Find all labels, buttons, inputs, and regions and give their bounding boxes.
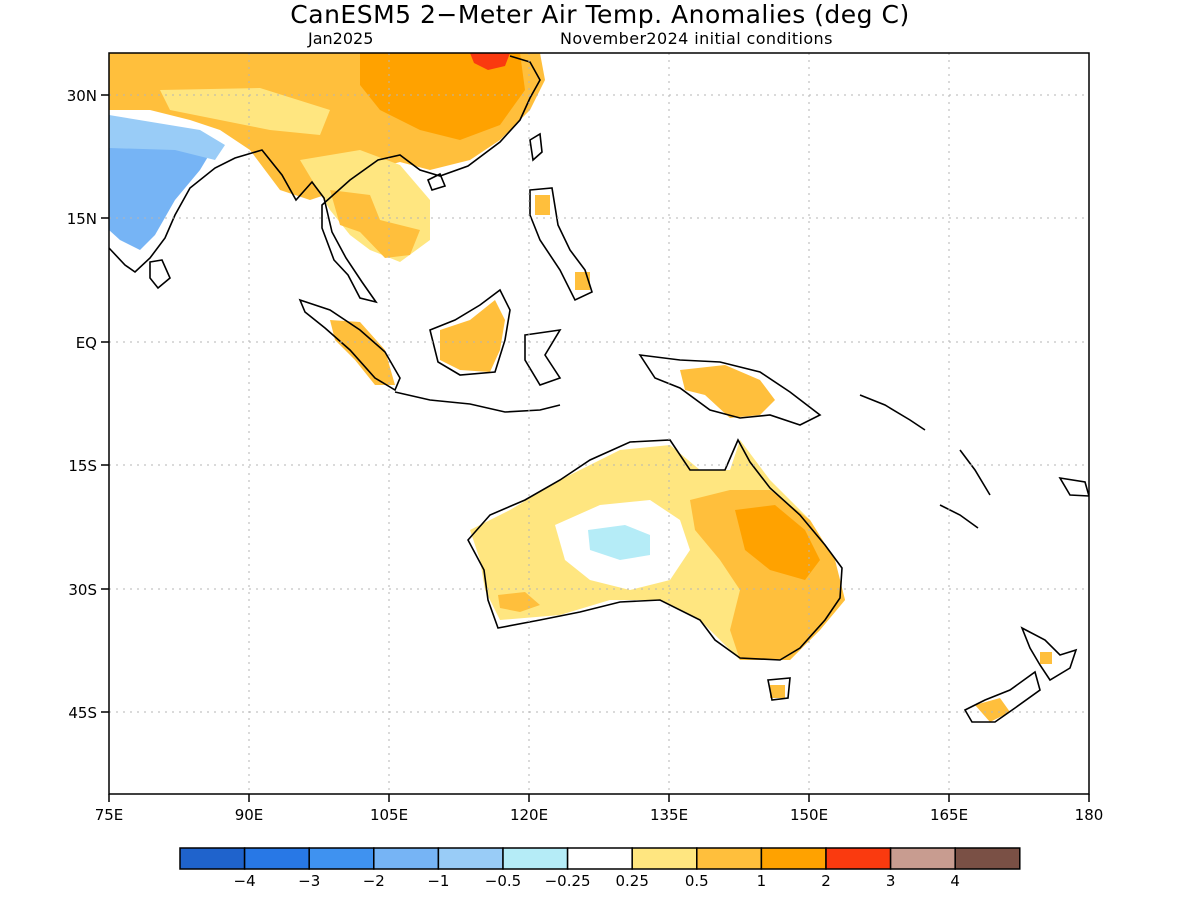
anomaly-indochina-warm — [330, 190, 420, 258]
anomaly-tasmania — [770, 685, 785, 698]
coast-new-guinea — [638, 353, 822, 426]
anomaly-philippines — [535, 195, 550, 215]
lon-tick-label: 180 — [1075, 806, 1104, 824]
colorbar-swatch — [437, 847, 504, 870]
lon-tick-label: 165E — [930, 806, 968, 824]
anomaly-china-hotspot — [470, 53, 510, 70]
colorbar: −4 −3 −2 −1 −0.5 −0.25 0.25 0.5 1 2 3 4 — [179, 847, 1021, 890]
coast-tasmania — [767, 677, 791, 701]
coast-borneo — [429, 288, 511, 376]
anomaly-australia-east-core — [735, 505, 820, 580]
colorbar-swatch — [889, 847, 956, 870]
lon-tick-label: 150E — [790, 806, 828, 824]
colorbar-label: −2 — [363, 872, 385, 890]
colorbar-swatch — [566, 847, 633, 870]
coast-taiwan — [529, 132, 543, 162]
coast-sulawesi — [524, 328, 562, 386]
lon-tick-label: 90E — [235, 806, 264, 824]
coastline-layer — [109, 55, 1089, 723]
colorbar-swatch — [373, 847, 440, 870]
colorbar-label: 4 — [950, 872, 960, 890]
longitude-labels: 75E 90E 105E 120E 135E 150E 165E 180 — [95, 806, 1104, 824]
coast-java — [394, 391, 561, 413]
colorbar-swatch — [179, 847, 246, 870]
anomaly-new-guinea — [680, 365, 775, 418]
coast-nz-south — [963, 670, 1041, 723]
coast-australia — [467, 438, 843, 661]
colorbar-label: 1 — [757, 872, 767, 890]
lat-tick-label: 15S — [68, 457, 97, 475]
anomaly-sumatra — [330, 320, 395, 385]
map-title: CanESM5 2−Meter Air Temp. Anomalies (deg… — [290, 0, 910, 29]
anomaly-tibet — [160, 88, 330, 135]
tick-marks — [101, 94, 1090, 802]
colorbar-swatch — [954, 847, 1021, 870]
anomaly-india-mild — [109, 115, 225, 160]
colorbar-swatch — [760, 847, 827, 870]
colorbar-label: 0.5 — [685, 872, 709, 890]
colorbar-label: −3 — [298, 872, 320, 890]
coast-sumatra — [298, 298, 401, 392]
colorbar-label: −0.25 — [545, 872, 591, 890]
anomaly-china-core — [360, 53, 525, 140]
coast-vanuatu — [959, 449, 991, 496]
coast-nz-north — [1020, 626, 1078, 682]
colorbar-swatch — [825, 847, 892, 870]
forecast-month: Jan2025 — [308, 29, 374, 48]
coast-philippines — [529, 187, 593, 302]
coast-solomons — [859, 394, 926, 431]
anomaly-new-zealand — [975, 698, 1010, 722]
anomaly-fill-layer — [109, 53, 1052, 722]
lat-tick-label: 30S — [68, 581, 97, 599]
coast-hainan — [426, 172, 447, 191]
lon-tick-label: 120E — [510, 806, 548, 824]
coast-asia-mainland — [109, 55, 541, 304]
lon-tick-label: 75E — [95, 806, 124, 824]
lat-tick-label: 30N — [67, 87, 97, 105]
lat-tick-label: 15N — [67, 210, 97, 228]
initial-conditions: November2024 initial conditions — [560, 29, 833, 48]
plot-frame — [108, 52, 1090, 795]
lat-tick-label: 45S — [68, 704, 97, 722]
colorbar-label: −4 — [234, 872, 256, 890]
colorbar-swatch — [631, 847, 698, 870]
grid-lines — [109, 53, 1089, 794]
coast-fiji — [1058, 476, 1089, 497]
latitude-labels: 30N 15N EQ 15S 30S 45S — [67, 87, 97, 722]
lon-tick-label: 105E — [370, 806, 408, 824]
coast-new-caledonia — [939, 504, 979, 529]
lon-tick-label: 135E — [650, 806, 688, 824]
colorbar-label: 3 — [886, 872, 896, 890]
colorbar-swatch — [308, 847, 375, 870]
anomaly-new-zealand-north — [1040, 652, 1052, 664]
colorbar-swatch — [243, 847, 310, 870]
colorbar-label: 0.25 — [615, 872, 648, 890]
anomaly-australia-central-cold — [588, 525, 650, 560]
anomaly-borneo — [440, 300, 505, 372]
lat-tick-label: EQ — [76, 334, 97, 352]
anomaly-india-cold — [109, 130, 215, 250]
coast-sri-lanka — [149, 259, 171, 290]
colorbar-swatch — [502, 847, 569, 870]
colorbar-label: 2 — [821, 872, 831, 890]
colorbar-label: −1 — [427, 872, 449, 890]
colorbar-swatch — [696, 847, 763, 870]
colorbar-label: −0.5 — [485, 872, 521, 890]
